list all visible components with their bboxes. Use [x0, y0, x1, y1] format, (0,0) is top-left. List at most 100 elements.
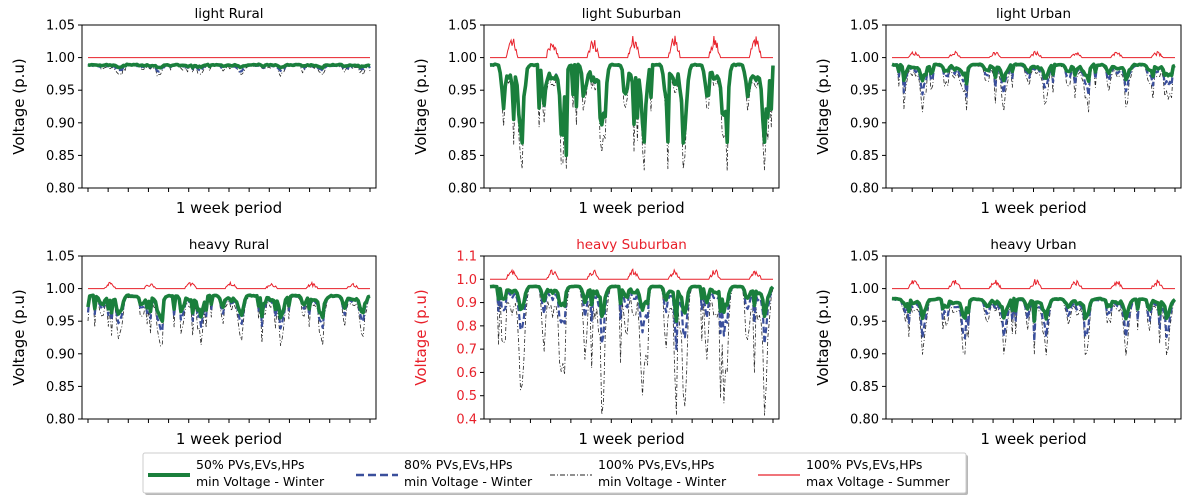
y-tick-label: 1.00 — [46, 282, 75, 297]
series-100pct-max-summer — [892, 279, 1175, 290]
series-100pct-min-winter — [87, 294, 371, 347]
axes-frame — [81, 255, 377, 420]
series-100pct-max-summer — [892, 50, 1175, 59]
y-axis-label: Voltage (p.u) — [10, 289, 28, 386]
legend-label-line1: 100% PVs,EVs,HPs — [806, 457, 922, 472]
plot-area — [891, 279, 1177, 357]
plot-area — [891, 50, 1176, 113]
y-tick-label: 0.95 — [448, 84, 477, 99]
y-tick-label: 1.0 — [456, 273, 477, 288]
plot-area — [86, 280, 371, 347]
y-tick-label: 0.80 — [448, 182, 477, 197]
y-tick-label: 0.90 — [850, 347, 879, 362]
series-50pct-min-winter — [891, 296, 1177, 323]
y-tick-label: 0.85 — [46, 380, 75, 395]
y-tick-label: 1.05 — [46, 250, 75, 265]
y-axis-label: Voltage (p.u) — [412, 58, 430, 155]
legend-label-line1: 50% PVs,EVs,HPs — [196, 457, 305, 472]
y-axis-label: Voltage (p.u) — [412, 289, 430, 386]
chart-title: light Urban — [996, 6, 1071, 22]
y-tick-label: 0.85 — [850, 149, 879, 164]
y-tick-label: 0.7 — [456, 343, 477, 358]
x-axis-label: 1 week period — [980, 199, 1086, 217]
y-tick-label: 0.9 — [456, 296, 477, 311]
series-50pct-min-winter — [86, 293, 371, 323]
legend-label-line1: 80% PVs,EVs,HPs — [404, 457, 513, 472]
legend-label-line1: 100% PVs,EVs,HPs — [598, 457, 714, 472]
axes-frame — [885, 24, 1182, 189]
y-tick-label: 1.00 — [448, 51, 477, 66]
plot-area — [489, 35, 775, 172]
legend-box — [142, 452, 967, 494]
chart-title: heavy Rural — [189, 237, 269, 253]
y-tick-label: 0.80 — [46, 182, 75, 197]
y-tick-label: 0.8 — [456, 319, 477, 334]
y-tick-label: 0.95 — [850, 84, 879, 99]
series-100pct-max-summer — [490, 35, 773, 59]
y-tick-label: 0.95 — [46, 84, 75, 99]
x-axis-label: 1 week period — [176, 199, 282, 217]
y-tick-label: 1.05 — [850, 19, 879, 34]
chart-panel: 0.80 0.85 0.90 0.95 1.00 1.05 heavy Urban 1 wee… — [814, 237, 1182, 448]
chart-panel: 0.80 0.85 0.90 0.95 1.00 1.05 light Suburban 1 … — [412, 6, 780, 217]
legend-entry: 100% PVs,EVs,HPs max Voltage - Summer — [758, 457, 950, 489]
legend-label-line2: min Voltage - Winter — [196, 474, 325, 489]
y-tick-label: 0.5 — [456, 389, 477, 404]
axes-frame — [81, 24, 377, 189]
y-tick-label: 0.90 — [46, 116, 75, 131]
x-axis-label: 1 week period — [578, 430, 684, 448]
legend-label-line2: min Voltage - Winter — [598, 474, 727, 489]
y-tick-label: 0.80 — [46, 413, 75, 428]
y-tick-label: 1.00 — [46, 51, 75, 66]
legend-entry: 100% PVs,EVs,HPs min Voltage - Winter — [550, 457, 727, 489]
y-axis-label: Voltage (p.u) — [814, 58, 832, 155]
y-tick-label: 0.95 — [850, 315, 879, 330]
plot-area — [489, 268, 775, 416]
y-tick-label: 0.95 — [46, 315, 75, 330]
chart-title: light Rural — [194, 6, 263, 22]
chart-panels: 0.80 0.85 0.90 0.95 1.00 1.05 light Rural 1 wee… — [10, 6, 1182, 448]
y-tick-label: 0.90 — [448, 116, 477, 131]
x-axis-label: 1 week period — [578, 199, 684, 217]
axes-frame — [483, 255, 780, 420]
y-tick-label: 0.85 — [448, 149, 477, 164]
y-tick-label: 1.1 — [456, 250, 477, 265]
y-tick-label: 1.00 — [850, 51, 879, 66]
series-50pct-min-winter — [489, 284, 775, 323]
series-100pct-min-winter — [489, 286, 774, 416]
y-tick-label: 0.80 — [850, 413, 879, 428]
legend-label-line2: min Voltage - Winter — [404, 474, 533, 489]
y-tick-label: 0.80 — [850, 182, 879, 197]
chart-panel: 0.4 0.5 0.6 0.7 0.8 0.9 1.0 1.1 heavy Suburban 1 … — [412, 237, 780, 448]
series-100pct-min-winter — [87, 63, 371, 77]
legend-entry: 80% PVs,EVs,HPs min Voltage - Winter — [356, 457, 533, 489]
y-axis-label: Voltage (p.u) — [10, 58, 28, 155]
chart-panel: 0.80 0.85 0.90 0.95 1.00 1.05 light Rural 1 wee… — [10, 6, 377, 217]
y-tick-label: 1.05 — [448, 19, 477, 34]
y-tick-label: 0.90 — [850, 116, 879, 131]
legend-label-line2: max Voltage - Summer — [806, 474, 950, 489]
series-80pct-min-winter — [489, 285, 774, 351]
y-axis-label: Voltage (p.u) — [814, 289, 832, 386]
series-100pct-max-summer — [490, 268, 773, 280]
chart-title: heavy Urban — [990, 237, 1076, 253]
chart-panel: 0.80 0.85 0.90 0.95 1.00 1.05 heavy Rural 1 wee… — [10, 237, 377, 448]
x-axis-label: 1 week period — [176, 430, 282, 448]
y-tick-label: 0.4 — [456, 413, 477, 428]
series-50pct-min-winter — [891, 62, 1176, 86]
series-50pct-min-winter — [87, 62, 371, 70]
x-axis-label: 1 week period — [980, 430, 1086, 448]
chart-panel: 0.80 0.85 0.90 0.95 1.00 1.05 light Urban 1 wee… — [814, 6, 1182, 217]
series-50pct-min-winter — [489, 62, 775, 158]
chart-title: heavy Suburban — [576, 237, 687, 253]
y-tick-label: 1.05 — [850, 250, 879, 265]
y-tick-label: 1.00 — [850, 282, 879, 297]
y-tick-label: 0.85 — [850, 380, 879, 395]
y-tick-label: 0.90 — [46, 347, 75, 362]
plot-area — [87, 57, 371, 77]
series-100pct-max-summer — [88, 280, 370, 290]
y-tick-label: 0.85 — [46, 149, 75, 164]
y-tick-label: 0.6 — [456, 366, 477, 381]
